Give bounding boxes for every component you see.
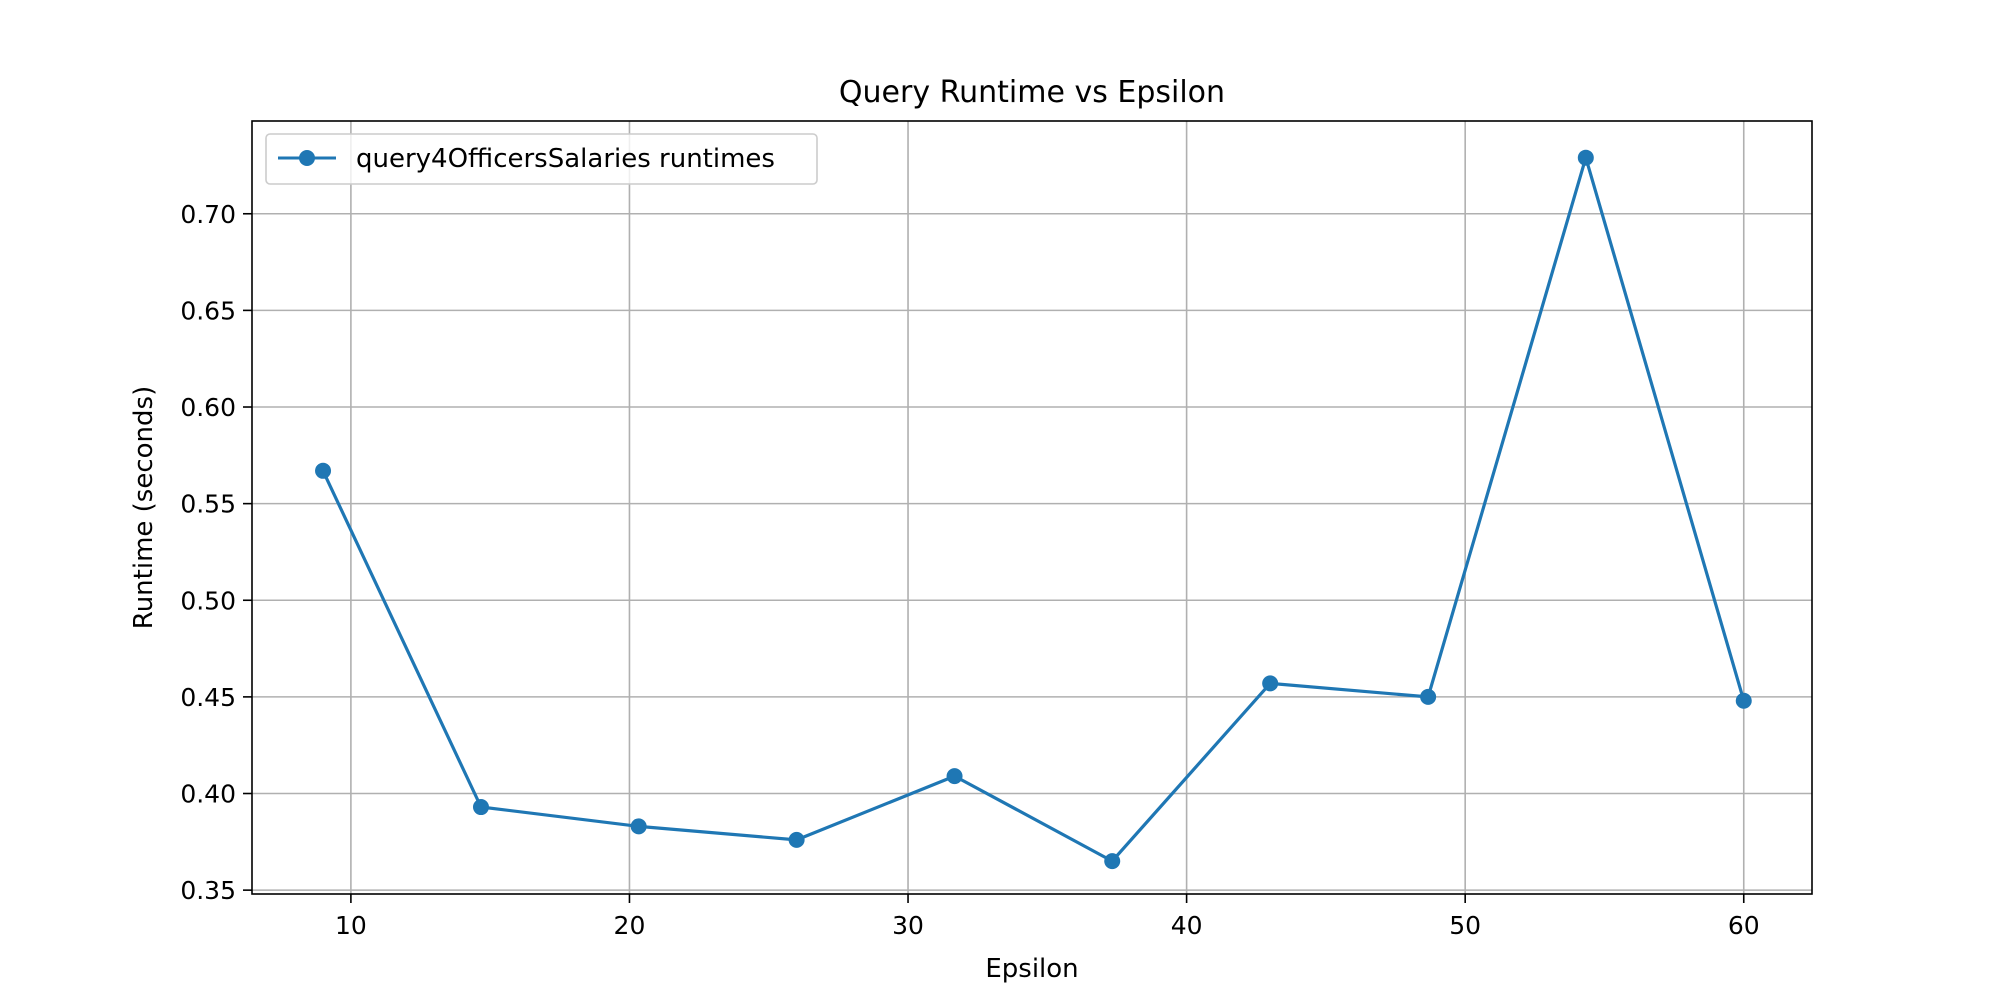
- x-tick-label: 40: [1171, 911, 1203, 940]
- x-tick-label: 50: [1449, 911, 1481, 940]
- x-tick-label: 10: [335, 911, 367, 940]
- data-point: [630, 818, 647, 835]
- data-point: [1577, 149, 1594, 166]
- x-axis-label: Epsilon: [985, 954, 1078, 984]
- data-point: [788, 831, 805, 848]
- data-point: [1104, 853, 1121, 870]
- chart-title: Query Runtime vs Epsilon: [839, 75, 1225, 110]
- data-point: [1735, 692, 1752, 709]
- legend-marker-swatch: [299, 150, 315, 166]
- legend: query4OfficersSalaries runtimes: [265, 133, 818, 185]
- y-tick-label: 0.35: [180, 876, 236, 905]
- plot-area-frame: [251, 120, 1813, 895]
- data-point: [1262, 675, 1279, 692]
- y-tick-label: 0.55: [180, 490, 236, 519]
- y-tick-label: 0.60: [180, 393, 236, 422]
- x-tick-label: 60: [1728, 911, 1760, 940]
- y-tick-label: 0.70: [180, 200, 236, 229]
- data-point: [1420, 688, 1437, 705]
- x-tick-label: 20: [614, 911, 646, 940]
- legend-box: [265, 133, 818, 185]
- axis-ticks: 10 20 30 40 50 60 0.35 0.40 0.45 0.50 0.55 0.60 0.65…: [180, 200, 1759, 940]
- series-layer: [315, 149, 1752, 870]
- data-point: [315, 462, 332, 479]
- data-point: [946, 768, 963, 785]
- y-axis-label: Runtime (seconds): [129, 386, 159, 629]
- x-tick-label: 30: [892, 911, 924, 940]
- y-tick-label: 0.40: [180, 780, 236, 809]
- legend-entry-label: query4OfficersSalaries runtimes: [356, 144, 775, 174]
- grid-lines: [252, 121, 1812, 894]
- data-point: [472, 799, 489, 816]
- y-tick-label: 0.65: [180, 296, 236, 325]
- y-tick-label: 0.45: [180, 683, 236, 712]
- series-line: [321, 156, 1746, 863]
- y-tick-label: 0.50: [180, 586, 236, 615]
